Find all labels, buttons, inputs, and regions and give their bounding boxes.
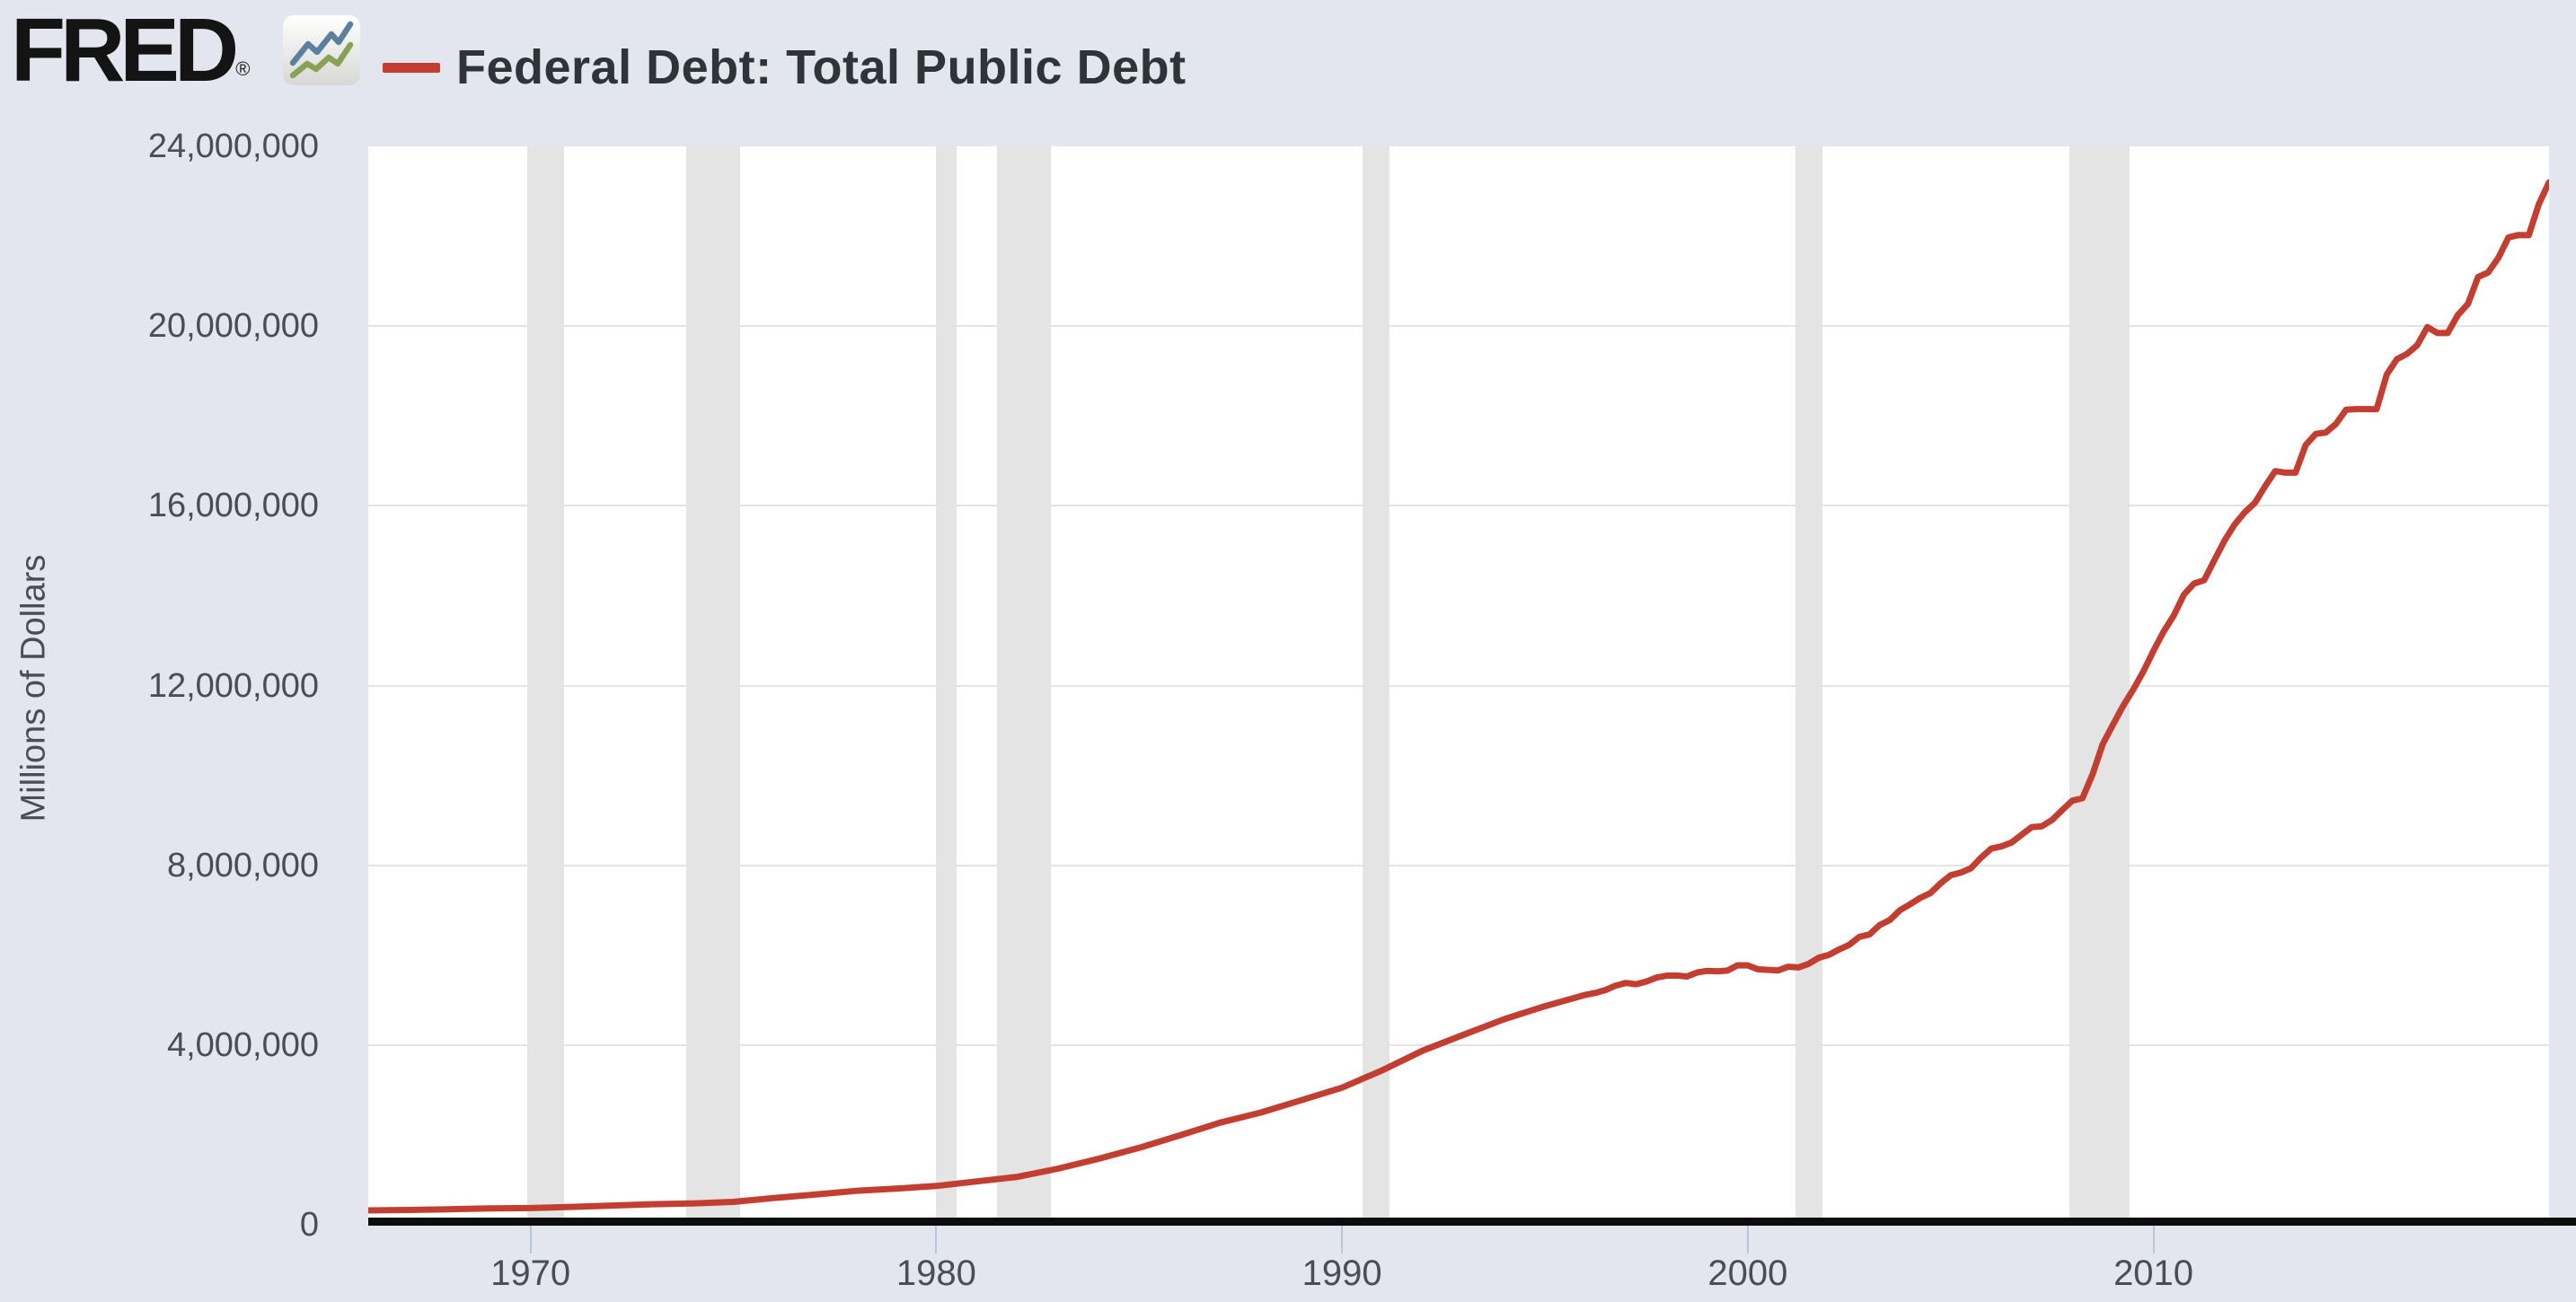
x-tick-label-1970: 1970 xyxy=(490,1254,571,1293)
x-tick-mark-1970 xyxy=(529,1226,532,1254)
gridline-16,000,000 xyxy=(368,505,2549,507)
fred-logo[interactable]: FRED® xyxy=(11,5,251,119)
x-tick-label-2010: 2010 xyxy=(2113,1254,2194,1293)
y-tick-label-16,000,000: 16,000,000 xyxy=(147,487,319,525)
gridline-8,000,000 xyxy=(368,864,2549,867)
registered-trademark-symbol: ® xyxy=(235,57,251,80)
y-tick-label-8,000,000: 8,000,000 xyxy=(166,846,319,884)
x-tick-mark-2000 xyxy=(1746,1226,1749,1254)
x-tick-label-1990: 1990 xyxy=(1301,1254,1382,1293)
debt-line-chart xyxy=(368,179,2549,1214)
plot-area[interactable] xyxy=(368,146,2549,1225)
y-tick-label-12,000,000: 12,000,000 xyxy=(147,666,319,705)
y-tick-label-24,000,000: 24,000,000 xyxy=(147,128,319,165)
fred-logo-text: FRED xyxy=(11,0,239,101)
x-tick-mark-1990 xyxy=(1341,1226,1344,1254)
legend-line-swatch xyxy=(383,62,440,73)
legend-series-label[interactable]: Federal Debt: Total Public Debt xyxy=(456,40,1187,94)
x-tick-label-1980: 1980 xyxy=(895,1254,976,1293)
gridline-4,000,000 xyxy=(368,1043,2549,1046)
x-axis-line xyxy=(368,1218,2576,1226)
gridline-20,000,000 xyxy=(368,325,2549,328)
icon-blue-zigzag xyxy=(289,21,354,66)
chart-legend: Federal Debt: Total Public Debt xyxy=(383,36,1187,99)
icon-green-zigzag xyxy=(289,41,354,79)
federal-debt-line xyxy=(368,179,2549,1214)
x-tick-mark-1980 xyxy=(935,1226,938,1254)
x-tick-label-2000: 2000 xyxy=(1707,1254,1788,1293)
fred-logo-chart-icon xyxy=(283,15,360,85)
y-tick-label-4,000,000: 4,000,000 xyxy=(166,1025,319,1064)
x-tick-mark-2010 xyxy=(2152,1226,2155,1254)
y-tick-label-20,000,000: 20,000,000 xyxy=(147,307,319,346)
y-tick-label-0: 0 xyxy=(299,1206,319,1244)
gridline-12,000,000 xyxy=(368,684,2549,687)
